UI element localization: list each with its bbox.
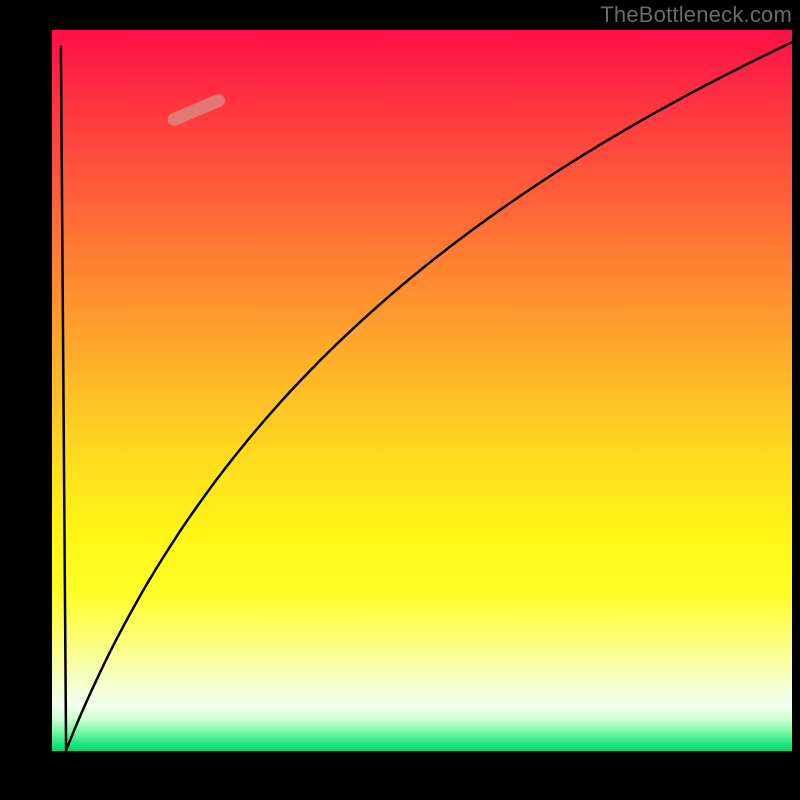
watermark-label: TheBottleneck.com	[600, 2, 792, 28]
plot-area	[52, 30, 792, 751]
performance-curve	[61, 42, 792, 750]
highlight-marker	[174, 101, 218, 120]
curve-layer	[52, 30, 792, 751]
chart-frame: TheBottleneck.com	[0, 0, 800, 800]
